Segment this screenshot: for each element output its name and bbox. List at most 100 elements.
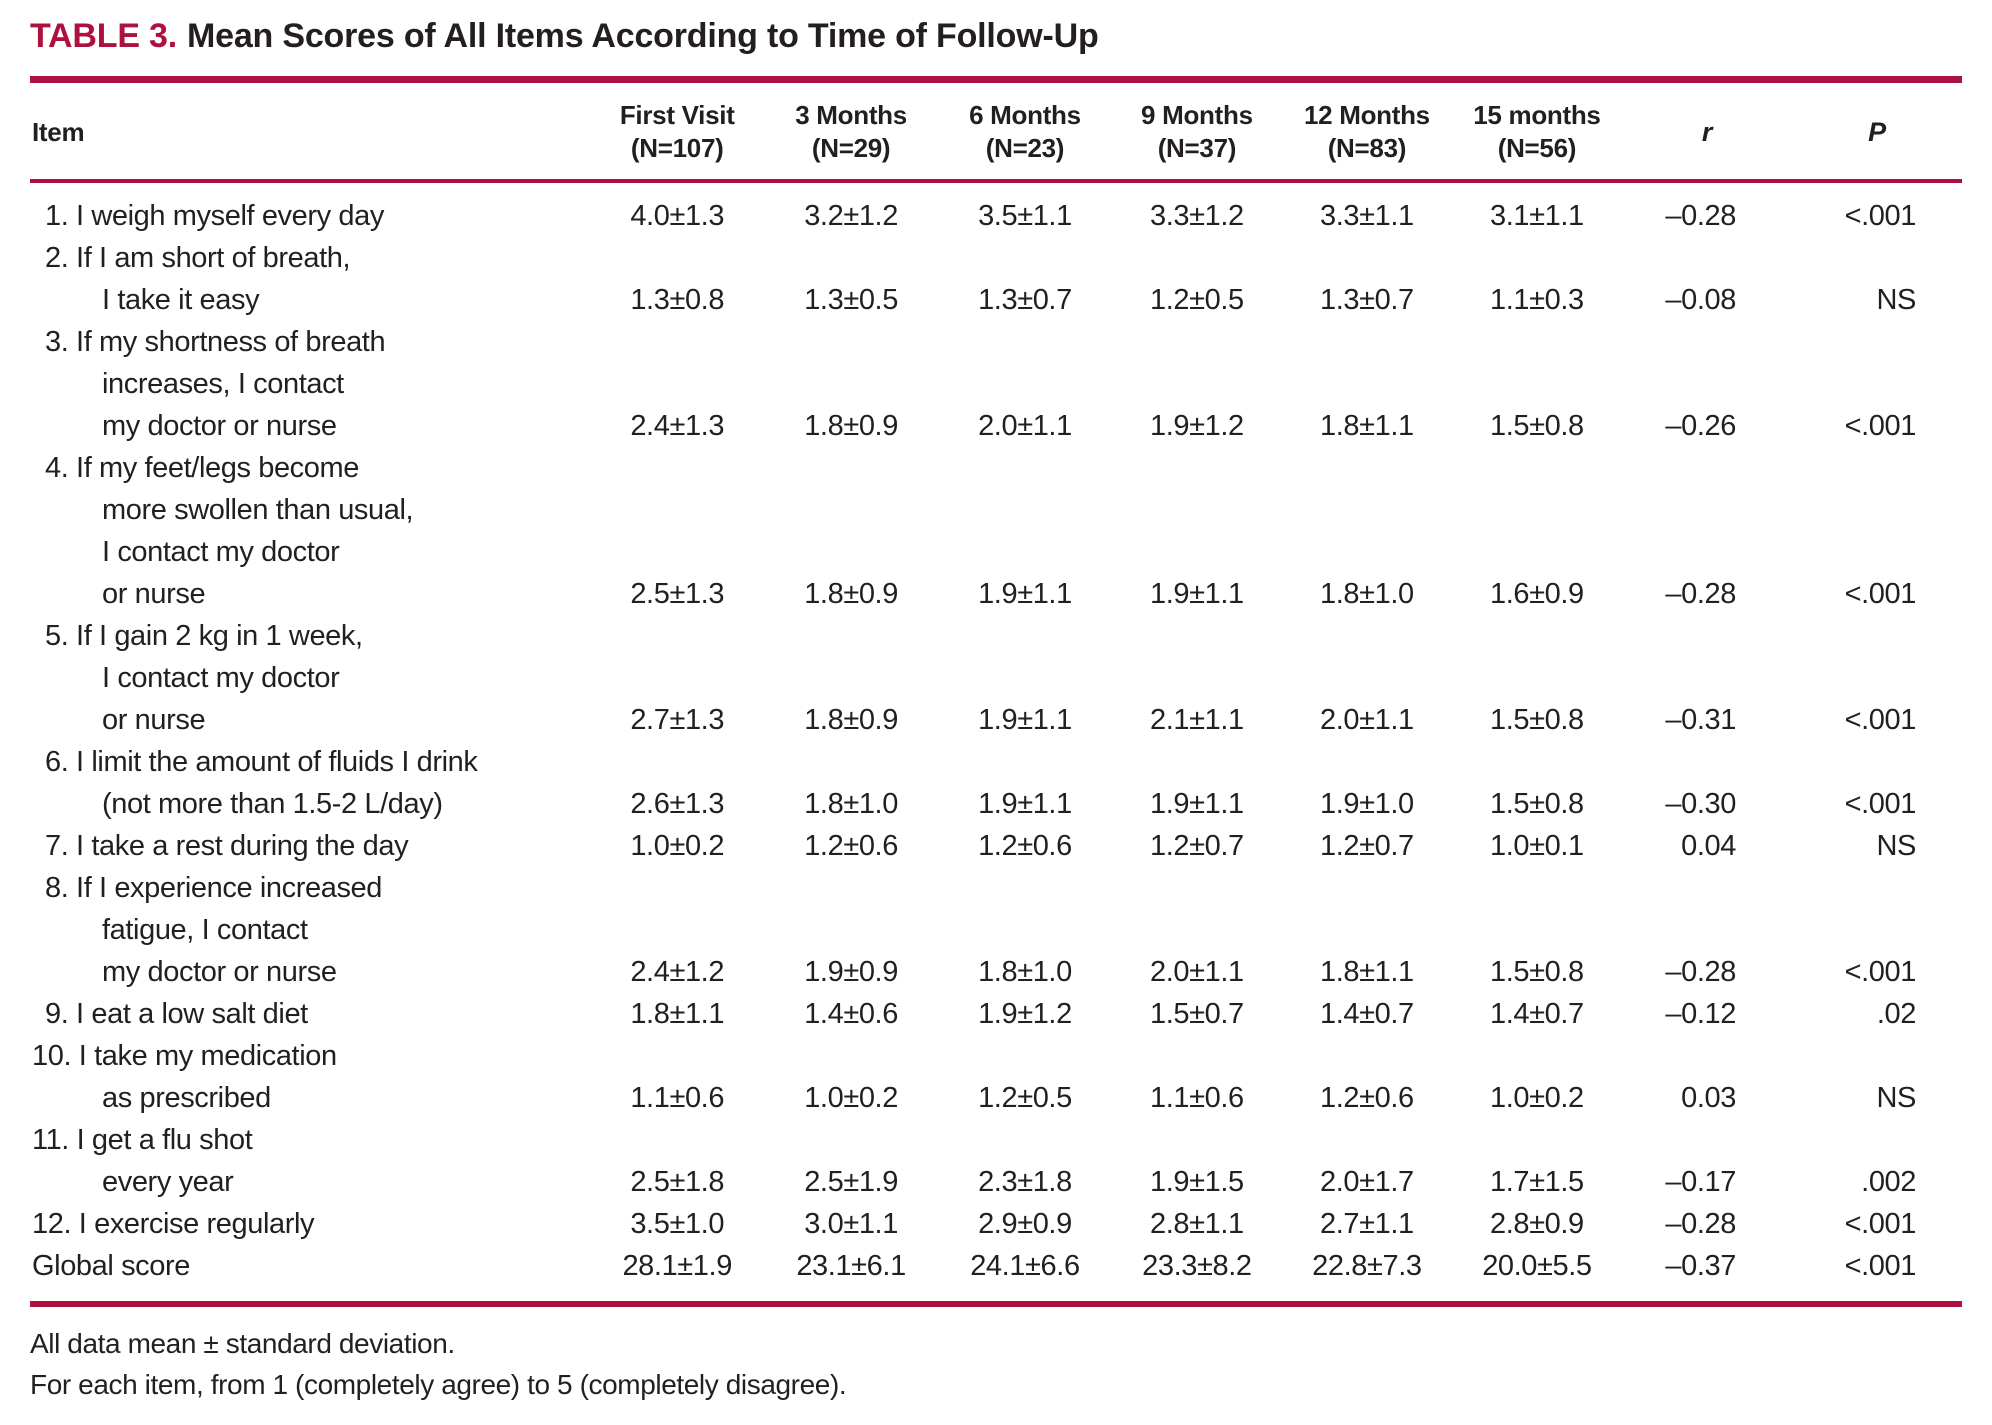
value-cell: 1.3±0.5 <box>804 284 898 316</box>
value-cell: 1.2±0.5 <box>978 1082 1072 1114</box>
value-cell: 23.1±6.1 <box>796 1250 906 1282</box>
item-line: as prescribed <box>102 1082 271 1114</box>
value-cell: 3.0±1.1 <box>804 1208 898 1240</box>
value-cell: 1.5±0.8 <box>1490 410 1584 442</box>
value-cell: 2.6±1.3 <box>630 788 725 820</box>
item-cell: 5. If I gain 2 kg in 1 week, I contact my… <box>30 615 590 741</box>
value-cell: 2.4±1.2 <box>630 956 725 988</box>
item-cell: 1. I weigh myself every day <box>30 181 590 237</box>
item-line: increases, I contact <box>102 368 344 400</box>
header-col-line2: (N=107) <box>630 133 724 163</box>
value-cell: 1.8±1.1 <box>1320 956 1414 988</box>
item-cell: 12. I exercise regularly <box>30 1203 590 1245</box>
value-cell: 1.5±0.8 <box>1490 704 1584 736</box>
value-cell: 1.0±0.2 <box>630 830 725 862</box>
value-cell: 2.5±1.8 <box>630 1166 725 1198</box>
item-line: 10. I take my medication <box>32 1040 337 1072</box>
bottom-rule <box>30 1301 1962 1307</box>
value-cell: 2.0±1.1 <box>1320 704 1414 736</box>
value-cell: 0.04 <box>1681 830 1736 862</box>
value-cell: 1.9±1.1 <box>978 788 1072 820</box>
item-cell: Global score <box>30 1245 590 1301</box>
header-col-p: P <box>1791 83 1962 183</box>
value-cell: 1.8±1.1 <box>1320 410 1414 442</box>
item-line: Global score <box>32 1250 190 1282</box>
table-row: 10. I take my medication as prescribed 1.1… <box>30 1035 1962 1119</box>
footnote-line: All data mean ± standard deviation. <box>30 1328 455 1359</box>
value-cell: 1.9±0.9 <box>804 956 898 988</box>
table-row: 7. I take a rest during the day 1.0±0.2 1.… <box>30 825 1962 867</box>
item-line: more swollen than usual, <box>102 494 414 526</box>
item-line: 2. If I am short of breath, <box>45 242 351 274</box>
table-body: 1. I weigh myself every day 4.0±1.3 3.2±1.… <box>30 181 1962 1301</box>
value-cell: 1.8±1.0 <box>978 956 1072 988</box>
value-cell: 2.1±1.1 <box>1150 704 1244 736</box>
value-cell: 3.3±1.1 <box>1320 200 1414 232</box>
value-cell: 2.5±1.9 <box>804 1166 898 1198</box>
value-cell: 4.0±1.3 <box>630 200 725 232</box>
value-cell: <.001 <box>1844 200 1917 232</box>
mean-scores-table: Item First Visit (N=107) 3 Months (N=29) 6 M… <box>30 83 1962 1301</box>
table-row: 11. I get a flu shot every year 2.5±1.8 2.5… <box>30 1119 1962 1203</box>
item-line: 7. I take a rest during the day <box>45 830 409 862</box>
value-cell: 1.5±0.8 <box>1490 788 1584 820</box>
value-cell: 3.1±1.1 <box>1490 200 1584 232</box>
value-cell: –0.28 <box>1665 956 1736 988</box>
table-row: 6. I limit the amount of fluids I drink (… <box>30 741 1962 825</box>
value-cell: 1.9±1.1 <box>978 578 1072 610</box>
item-line: my doctor or nurse <box>102 410 337 442</box>
item-line: I take it easy <box>102 284 260 316</box>
header-col-line1: 15 months <box>1473 100 1601 130</box>
item-line: 4. If my feet/legs become <box>45 452 359 484</box>
header-col-line2: (N=56) <box>1497 133 1577 163</box>
value-cell: 1.4±0.6 <box>804 998 898 1030</box>
value-cell: –0.28 <box>1665 578 1736 610</box>
value-cell: 2.5±1.3 <box>630 578 725 610</box>
value-cell: 1.6±0.9 <box>1490 578 1584 610</box>
header-col-9-months: 9 Months (N=37) <box>1111 83 1282 183</box>
value-cell: 22.8±7.3 <box>1312 1250 1422 1282</box>
item-line: I contact my doctor <box>102 662 340 694</box>
value-cell: 23.3±8.2 <box>1142 1250 1252 1282</box>
header-col-line1: 6 Months <box>969 100 1081 130</box>
table-row: 4. If my feet/legs become more swollen th… <box>30 447 1962 615</box>
table-row: 3. If my shortness of breath increases, I… <box>30 321 1962 447</box>
header-col-line1: 9 Months <box>1141 100 1253 130</box>
value-cell: 2.3±1.8 <box>978 1166 1072 1198</box>
value-cell: –0.37 <box>1665 1250 1736 1282</box>
value-cell: 1.5±0.8 <box>1490 956 1584 988</box>
header-col-line2: (N=23) <box>985 133 1065 163</box>
value-cell: 1.9±1.0 <box>1320 788 1414 820</box>
header-col-6-months: 6 Months (N=23) <box>938 83 1112 183</box>
value-cell: 3.2±1.2 <box>804 200 898 232</box>
value-cell: 0.03 <box>1681 1082 1736 1114</box>
item-line: every year <box>102 1166 234 1198</box>
value-cell: 2.0±1.1 <box>1150 956 1244 988</box>
header-col-line1: r <box>1701 116 1713 147</box>
value-cell: NS <box>1876 1082 1917 1114</box>
value-cell: 1.9±1.1 <box>978 704 1072 736</box>
value-cell: 2.9±0.9 <box>978 1208 1072 1240</box>
value-cell: <.001 <box>1844 956 1917 988</box>
item-cell: 7. I take a rest during the day <box>30 825 590 867</box>
table-row: 2. If I am short of breath, I take it eas… <box>30 237 1962 321</box>
value-cell: 3.3±1.2 <box>1150 200 1244 232</box>
header-col-line2: (N=29) <box>811 133 891 163</box>
value-cell: 1.9±1.5 <box>1150 1166 1244 1198</box>
item-line: 6. I limit the amount of fluids I drink <box>45 746 478 778</box>
value-cell: 1.2±0.7 <box>1320 830 1414 862</box>
value-cell: 1.1±0.6 <box>1150 1082 1244 1114</box>
value-cell: 1.3±0.7 <box>978 284 1072 316</box>
value-cell: 1.5±0.7 <box>1150 998 1244 1030</box>
value-cell: 1.9±1.1 <box>1150 788 1244 820</box>
value-cell: 1.2±0.6 <box>978 830 1072 862</box>
value-cell: 1.0±0.1 <box>1490 830 1584 862</box>
item-cell: 9. I eat a low salt diet <box>30 993 590 1035</box>
value-cell: <.001 <box>1844 410 1917 442</box>
header-col-r: r <box>1621 83 1792 183</box>
value-cell: 2.8±1.1 <box>1150 1208 1244 1240</box>
table-row: 5. If I gain 2 kg in 1 week, I contact my… <box>30 615 1962 741</box>
value-cell: –0.28 <box>1665 1208 1736 1240</box>
value-cell: 28.1±1.9 <box>622 1250 732 1282</box>
value-cell: 1.9±1.2 <box>978 998 1072 1030</box>
